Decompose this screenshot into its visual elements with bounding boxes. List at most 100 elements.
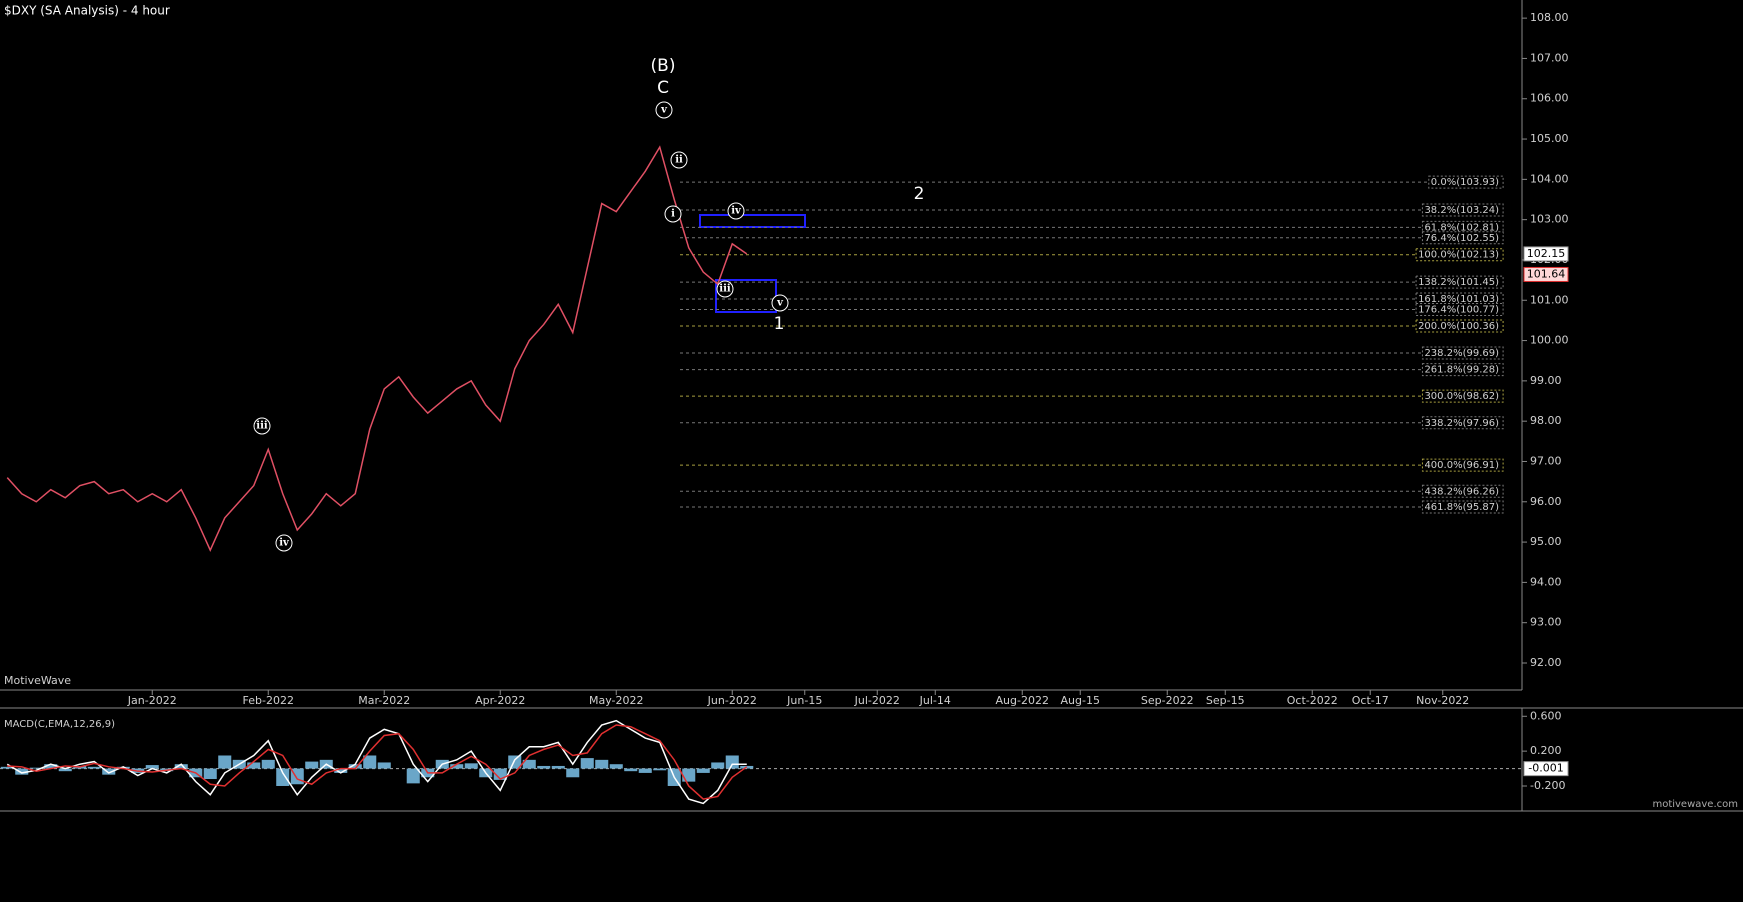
histogram-bar [276, 768, 290, 786]
y-tick-label: 99.00 [1530, 374, 1562, 387]
wave-label: iv [731, 206, 742, 217]
fib-label: 100.0%(102.13) [1418, 250, 1499, 261]
y-tick-label: 0.600 [1530, 709, 1562, 722]
fib-label-box [1421, 363, 1504, 377]
fib-label-box [1421, 389, 1504, 403]
histogram-bar [174, 764, 188, 769]
histogram-bar [377, 762, 391, 769]
histogram-bar [44, 764, 58, 769]
fib-label-box [1415, 275, 1504, 289]
histogram-bar [537, 765, 551, 769]
x-tick-label: Mar-2022 [358, 694, 410, 707]
histogram-bar [711, 762, 725, 769]
x-tick-label: Jul-2022 [854, 694, 900, 707]
histogram-bar [247, 762, 261, 769]
wave-circle [716, 280, 734, 298]
fib-label: 338.2%(97.96) [1424, 418, 1499, 429]
histogram-bar [595, 759, 609, 769]
histogram-bar [522, 759, 536, 769]
wave-label: v [776, 298, 784, 309]
brand: MotiveWave [4, 674, 71, 687]
histogram-bar [696, 768, 710, 773]
y-tick-label: 93.00 [1530, 616, 1562, 629]
x-tick-label: Aug-2022 [996, 694, 1049, 707]
price-marker: 102.15 [1527, 247, 1566, 260]
fib-label-box [1415, 303, 1504, 317]
histogram-bar [493, 768, 507, 780]
x-tick-label: May-2022 [589, 694, 644, 707]
histogram-bar [305, 761, 319, 769]
wave-label: (B) [651, 56, 676, 76]
wave-circle [771, 294, 789, 312]
fib-label: 176.4%(100.77) [1418, 305, 1499, 316]
histogram-bar [580, 758, 594, 769]
fib-label: 161.8%(101.03) [1418, 294, 1499, 305]
histogram-bar [566, 768, 580, 778]
fib-label-box [1421, 231, 1504, 245]
histogram-bar [348, 764, 362, 769]
histogram-bar [261, 759, 275, 769]
x-tick-label: Sep-15 [1206, 694, 1245, 707]
wave-circle [655, 101, 673, 119]
fib-label: 438.2%(96.26) [1424, 486, 1499, 497]
fib-label-box [1415, 248, 1504, 262]
fib-label-box [1421, 346, 1504, 360]
fib-label-box [1421, 416, 1504, 430]
fib-label: 138.2%(101.45) [1418, 277, 1499, 288]
y-tick-label: 100.00 [1530, 334, 1569, 347]
fib-label-box [1415, 292, 1504, 306]
wave-circle [253, 417, 271, 435]
wave-circle [727, 202, 745, 220]
wave-circle [275, 534, 293, 552]
fib-label: 61.8%(102.81) [1424, 222, 1499, 233]
x-tick-label: Sep-2022 [1141, 694, 1194, 707]
histogram-bar [624, 768, 638, 772]
wave-label: ii [675, 155, 683, 166]
y-tick-label: 94.00 [1530, 575, 1562, 588]
histogram-bar [87, 766, 101, 769]
y-tick-label: 104.00 [1530, 172, 1569, 185]
y-tick-label: 105.00 [1530, 132, 1569, 145]
x-tick-label: Jun-15 [786, 694, 822, 707]
histogram-bar [0, 766, 14, 769]
x-tick-label: Apr-2022 [475, 694, 525, 707]
current-label: -0.001 [1528, 762, 1563, 775]
x-tick-label: Oct-17 [1352, 694, 1389, 707]
y-tick-label: 108.00 [1530, 11, 1569, 24]
histogram-bar [682, 768, 696, 782]
histogram-bar [29, 767, 43, 769]
histogram-bar [15, 768, 29, 775]
y-tick-label: 98.00 [1530, 414, 1562, 427]
wave-label: 1 [774, 314, 785, 334]
wave-label: v [660, 105, 668, 116]
fib-label-box [1421, 500, 1504, 514]
wave-label: iii [719, 284, 731, 295]
histogram-bar [218, 755, 232, 769]
y-tick-label: 101.00 [1530, 293, 1569, 306]
wave-label: i [671, 209, 675, 220]
histogram-bar [464, 763, 478, 769]
fib-label-box [1421, 484, 1504, 498]
y-tick-label: 96.00 [1530, 495, 1562, 508]
fib-label: 238.2%(99.69) [1424, 348, 1499, 359]
fib-label-box [1428, 175, 1504, 189]
x-tick-label: Jan-2022 [127, 694, 177, 707]
price-marker-box [1523, 246, 1569, 262]
histogram-bar [145, 765, 159, 769]
histogram-bar [58, 768, 72, 772]
x-tick-label: Jul-14 [919, 694, 951, 707]
fib-label: 400.0%(96.91) [1424, 460, 1499, 471]
fib-label: 300.0%(98.62) [1424, 391, 1499, 402]
wave-circle [664, 205, 682, 223]
current-box [1523, 761, 1569, 777]
y-tick-label: 106.00 [1530, 92, 1569, 105]
histogram-bar [551, 765, 565, 769]
fib-label: 76.4%(102.55) [1424, 233, 1499, 244]
fib-label: 200.0%(100.36) [1418, 321, 1499, 332]
macd-line [6, 719, 747, 805]
fib-label: 461.8%(95.87) [1424, 502, 1499, 513]
y-tick-label: 107.00 [1530, 51, 1569, 64]
